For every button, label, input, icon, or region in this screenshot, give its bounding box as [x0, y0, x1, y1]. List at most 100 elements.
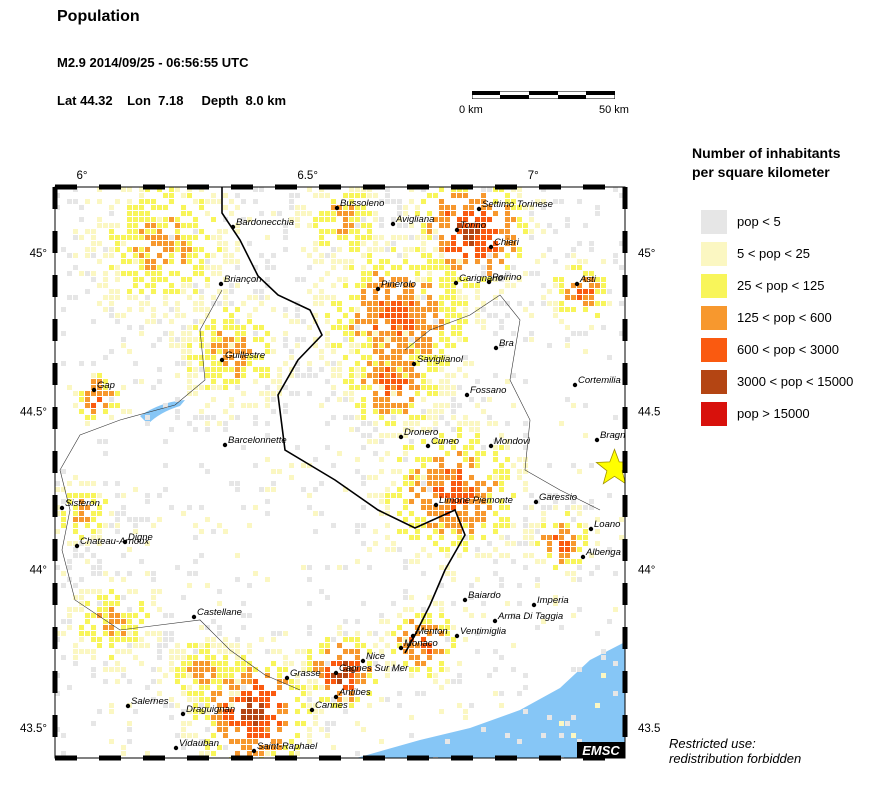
- city-marker: [453, 280, 459, 286]
- lon-tick-label: 6°: [77, 170, 88, 182]
- city-marker: [464, 392, 470, 398]
- city-label: Castellane: [197, 607, 242, 618]
- city-label: Grasse: [290, 668, 321, 679]
- city-label: Cannes: [315, 700, 348, 711]
- city-label: Bra: [499, 338, 514, 349]
- city-label: Cortemilia: [578, 375, 621, 386]
- scale-left-label: 0 km: [459, 104, 483, 116]
- population-map[interactable]: Bussoleno Bardonecchia Avigliana Settimo To…: [0, 150, 660, 791]
- city-label: Ventimiglia: [460, 626, 506, 637]
- legend-swatch: [701, 370, 727, 394]
- city-marker: [572, 382, 578, 388]
- legend-label: 125 < pop < 600: [737, 310, 832, 325]
- city-label: Salernes: [131, 696, 169, 707]
- legend-label: pop > 15000: [737, 406, 810, 421]
- city-marker: [375, 286, 381, 292]
- city-marker: [218, 281, 224, 287]
- lon-tick-label: 7°: [528, 170, 539, 182]
- city-marker: [59, 505, 65, 511]
- city-marker: [74, 543, 80, 549]
- population-density-layer: [55, 187, 624, 758]
- lat-tick-label: 45°: [638, 248, 655, 260]
- city-marker: [122, 539, 128, 545]
- legend-swatch: [701, 402, 727, 426]
- city-marker: [486, 279, 492, 285]
- scale-bar: [472, 91, 615, 99]
- city-marker: [125, 703, 131, 709]
- city-label: Menton: [416, 626, 448, 637]
- lat-tick-label: 43.5°: [20, 723, 47, 735]
- legend-swatch: [701, 306, 727, 330]
- city-label: Bussoleno: [340, 198, 384, 209]
- city-label: Draguignan: [186, 704, 235, 715]
- city-label: Imperia: [537, 595, 569, 606]
- city-marker: [531, 602, 537, 608]
- city-marker: [333, 694, 339, 700]
- city-marker: [488, 244, 494, 250]
- legend-title-line1: Number of inhabitants: [692, 145, 841, 161]
- city-marker: [454, 227, 460, 233]
- city-label: Avigliana: [395, 214, 434, 225]
- lat-tick-label: 43.5°: [638, 723, 660, 735]
- city-label: Poirino: [492, 272, 522, 283]
- city-label: Chieri: [494, 237, 520, 248]
- city-label: Garessio: [539, 492, 577, 503]
- city-label: Arma Di Taggia: [497, 611, 563, 622]
- city-label: Barcelonnette: [228, 435, 287, 446]
- city-label: Vidauban: [179, 738, 219, 749]
- emsc-badge: [577, 742, 625, 758]
- city-marker: [488, 443, 494, 449]
- usage-line2: redistribution forbidden: [669, 751, 802, 766]
- city-label: Limone Piemonte: [439, 495, 513, 506]
- city-marker: [91, 387, 97, 393]
- city-marker: [580, 554, 586, 560]
- event-coordinates: Lat 44.32 Lon 7.18 Depth 8.0 km: [57, 93, 287, 108]
- city-label: Loano: [594, 519, 620, 530]
- lat-tick-label: 44.5°: [20, 406, 47, 418]
- epicenter-star: [595, 448, 625, 485]
- city-marker: [433, 502, 439, 508]
- sea: [355, 642, 625, 758]
- city-marker: [398, 434, 404, 440]
- city-label: Briançon: [224, 274, 262, 285]
- city-marker: [180, 711, 186, 717]
- city-label: Carignano: [459, 273, 503, 284]
- city-label: Digne: [128, 532, 153, 543]
- city-label: Antibes: [338, 687, 371, 698]
- city-label: Albenga: [585, 547, 621, 558]
- lat-tick-label: 44.5°: [638, 406, 660, 418]
- city-marker: [594, 437, 600, 443]
- city-label: Bardonecchia: [236, 217, 294, 228]
- city-label: Gap: [97, 380, 115, 391]
- national-border: [221, 187, 466, 654]
- city-label: Nice: [366, 651, 385, 662]
- city-marker: [284, 675, 290, 681]
- city-marker: [334, 205, 340, 211]
- event-info: M2.9 2014/09/25 - 06:56:55 UTC: [57, 55, 249, 70]
- city-marker: [493, 345, 499, 351]
- city-marker: [222, 442, 228, 448]
- legend-label: pop < 5: [737, 214, 781, 229]
- city-marker: [333, 670, 339, 676]
- city-label: Torino: [460, 220, 486, 231]
- map-title: Population: [57, 8, 140, 25]
- legend-label: 3000 < pop < 15000: [737, 374, 854, 389]
- regional-border: [59, 289, 301, 691]
- legend-label: 5 < pop < 25: [737, 246, 811, 261]
- city-marker: [360, 658, 366, 664]
- city-marker: [390, 221, 396, 227]
- city-label: Pinerolo: [381, 279, 416, 290]
- city-label: Baiardo: [468, 590, 501, 601]
- legend-swatch: [701, 210, 727, 234]
- city-marker: [574, 281, 580, 287]
- legend-title: Number of inhabitants per square kilomet…: [692, 144, 862, 182]
- city-label: Mondovì: [494, 436, 531, 447]
- city-marker: [425, 443, 431, 449]
- city-marker: [454, 633, 460, 639]
- legend-swatch: [701, 274, 727, 298]
- city-marker: [588, 526, 594, 532]
- legend-swatch: [701, 242, 727, 266]
- city-label: Dronero: [404, 427, 438, 438]
- city-label: Guillestre: [225, 350, 265, 361]
- city-marker: [219, 357, 225, 363]
